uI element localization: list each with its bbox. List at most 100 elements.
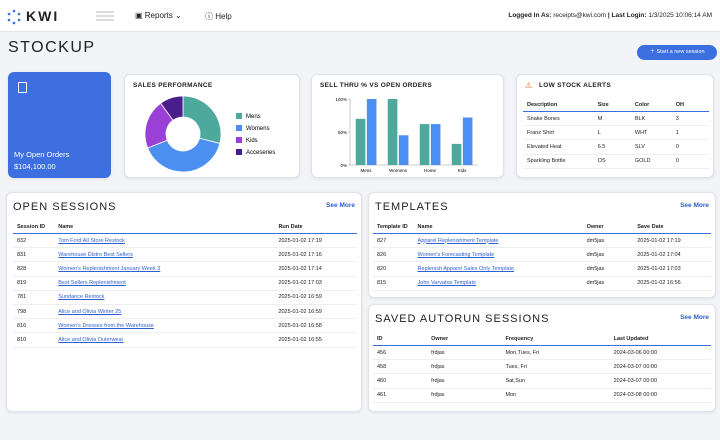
row-link[interactable]: John Varvatos Template [417,280,477,287]
table-cell: frdjas [427,345,502,361]
cell-text: BLK [634,115,646,122]
cell-text: 810 [17,336,27,343]
legend-label: Acceseries [246,150,275,156]
cell-text: 816 [17,322,27,329]
table-row: 826 Women's Forecasting Template dm5jas 202… [373,247,711,263]
row-link[interactable]: Replenish Apparel Sales Only Template [417,265,515,272]
table-cell: 2025-01-02 16:59 [274,304,357,320]
row-link[interactable]: Sundance Restock [58,294,105,301]
x-tick-label: Home [424,168,437,173]
menu-icon[interactable] [96,11,114,22]
start-session-button[interactable]: ＋ Start a new session [637,45,717,60]
table-row: Sparkling Bottle OS GOLD 0 [523,154,709,169]
open-sessions-table: Session ID Name Run Date 832 Tom Ford All St… [13,221,357,348]
cell-text: 828 [17,265,27,272]
cell-text: 456 [377,349,387,356]
table-cell: 2025-01-02 16:58 [274,318,357,334]
row-link[interactable]: Best Sellers Replenishment [58,280,126,287]
low-stock-table: Description Size Color OH Snake Bones M BLK 3 Fr… [523,99,709,169]
header-row: ID Owner Frequency Last Updated [373,333,711,346]
table-cell: Elevated Heat [523,139,594,155]
see-more[interactable]: See More [326,202,355,209]
table-cell: John Varvatos Template [413,276,583,291]
cell-text: Snake Bones [527,115,560,122]
row-link[interactable]: Women's Replenishment January Week 3 [58,265,161,272]
nav-label[interactable]: Reports [144,11,173,20]
column-header: Frequency [501,333,610,346]
table-cell: Women's Dresses from the Warehouse [54,318,275,334]
table-cell: 828 [13,261,55,277]
cell-text: Franz Shirt [527,129,554,136]
bar [451,143,462,165]
card-title: SALES PERFORMANCE [133,82,213,89]
cell-text: L [597,129,601,136]
table-cell: BLK [630,111,672,127]
table-row: 460 frdjas Sat,Sun 2024-03-07 00:00 [373,373,711,389]
templates-table: Template ID Name Owner Save Date 827 Apparel … [373,221,711,291]
nav-help[interactable]: ⓘ Help [205,12,232,21]
table-cell: 2025-01-02 17:14 [274,261,357,277]
cell-text: 826 [377,251,387,258]
row-link[interactable]: Alice and Olivia Outerwear [58,336,124,343]
button-label[interactable]: Start a new session [656,49,705,55]
table-cell: 827 [373,233,414,249]
table-row: 831 Warehouse Distro Best Sellers 2025-01-… [13,247,357,263]
column-header: Size [593,99,631,112]
donut-slice [160,95,184,121]
table-cell: Alice and Olivia Winter 25 [54,304,275,320]
cell-text: WHT [634,129,648,136]
cell-text: dm5jas [586,265,605,272]
cell-text: 2025-01-02 16:55 [278,336,322,343]
table-row: 827 Apparel Replenishment Template dm5jas 2… [373,233,711,249]
table-cell: Alice and Olivia Outerwear [54,332,275,348]
table-cell: Mon,Tues, Fri [501,345,610,361]
column-header: Color [630,99,672,112]
header-row: Description Size Color OH [523,99,709,112]
table-cell: 810 [13,332,55,348]
row-link[interactable]: Women's Forecasting Template [417,251,495,258]
cell-text: 461 [377,392,387,399]
table-cell: 819 [13,276,55,291]
see-more[interactable]: See More [680,314,709,321]
row-link[interactable]: Apparel Replenishment Template [417,237,499,244]
open-orders-card[interactable]: My Open Orders $104,100.00 [8,72,111,178]
bar [398,135,409,165]
open-sessions-card: OPEN SESSIONS See More Session ID Name Run… [6,192,362,412]
table-cell: dm5jas [582,276,634,291]
bar-chart: 0% 50% 100% Mens Womens Home Kids [335,97,478,173]
cell-text: 2025-01-02 17:14 [278,265,322,272]
column-header: Session ID [13,221,55,234]
section-title: OPEN SESSIONS [13,201,117,213]
see-more[interactable]: See More [680,202,709,209]
row-link[interactable]: Tom Ford All Store Restock [58,237,125,244]
legend-swatch [236,137,242,143]
x-tick-label: Kids [458,168,468,173]
cell-text: GOLD [634,158,651,165]
donut-chart: Mens Womens Kids Acceseries [144,95,275,173]
cell-text: Mon,Tues, Fri [505,349,540,356]
cell-text: Sat,Sun [505,377,526,384]
nav-label[interactable]: Help [215,12,232,21]
column-header: Save Date [633,221,711,234]
cell-text: 819 [17,280,27,287]
donut-slice [182,95,222,144]
column-header: Owner [582,221,634,234]
cell-text: 1 [675,129,679,136]
table-cell: 6.5 [593,139,631,155]
cell-text: 0 [675,158,679,165]
row-link[interactable]: Alice and Olivia Winter 25 [58,308,122,315]
column-header: Name [413,221,583,234]
table-row: Elevated Heat 6.5 SLV 0 [523,139,709,155]
table-row: 828 Women's Replenishment January Week 3 2… [13,261,357,277]
cell-text: 6.5 [597,143,606,150]
row-link[interactable]: Women's Dresses from the Warehouse [58,322,154,329]
nav-reports[interactable]: ▣ Reports ⌄ [135,11,182,20]
cell-text: 781 [17,294,27,301]
table-cell: dm5jas [582,261,634,277]
row-link[interactable]: Warehouse Distro Best Sellers [58,251,133,258]
table-cell: Women's Replenishment January Week 3 [54,261,275,277]
table-cell: 2025-01-02 17:03 [274,276,357,291]
cell-text: dm5jas [586,237,605,244]
table-row: 819 Best Sellers Replenishment 2025-01-02 … [13,276,357,291]
